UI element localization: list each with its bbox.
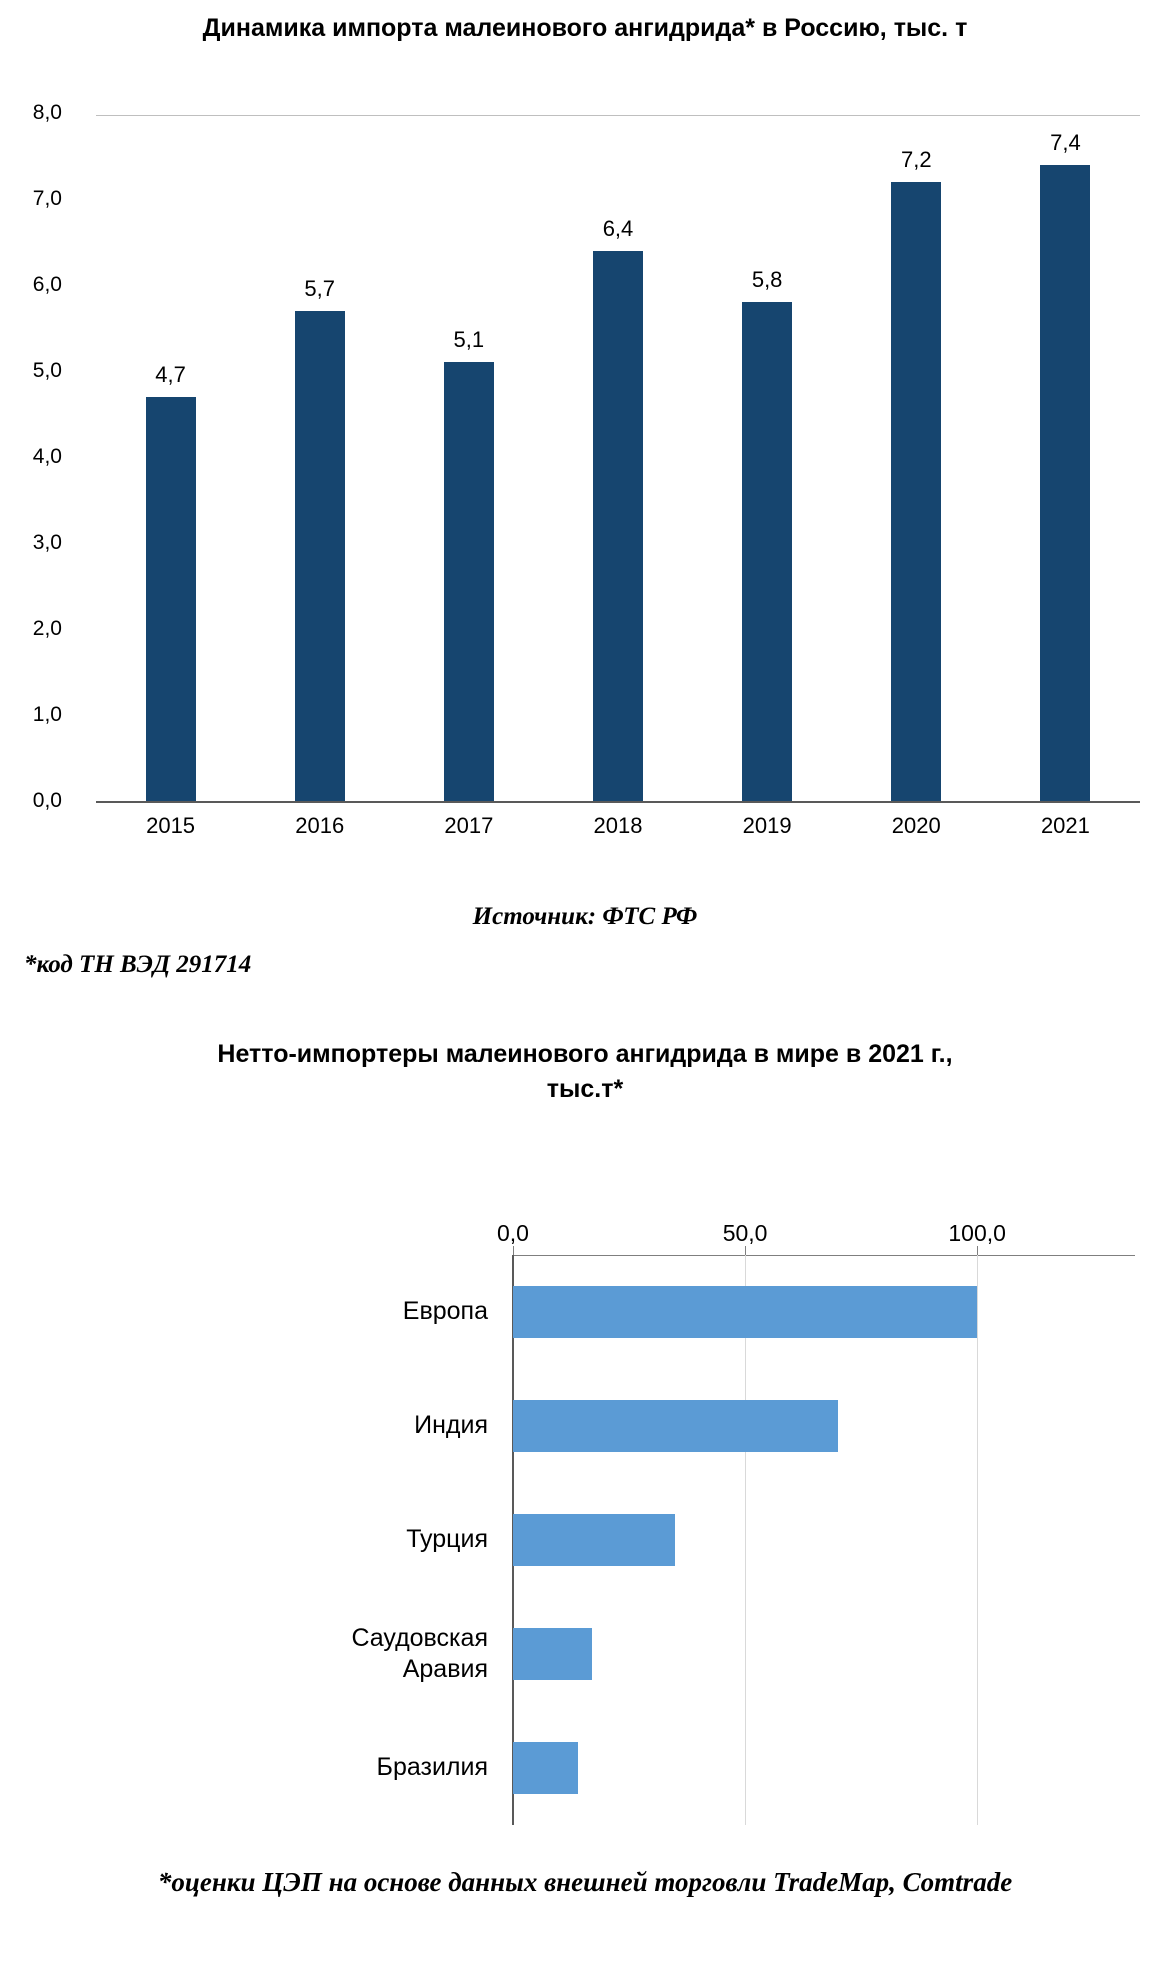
chart2-title: Нетто-импортеры малеинового ангидрида в … xyxy=(0,1037,1170,1107)
bar-group-2021: 7,4 xyxy=(991,130,1140,801)
y-axis-tick-label: 0,0 xyxy=(32,789,62,812)
bar-2020 xyxy=(891,181,942,801)
bar-group-2020: 7,2 xyxy=(842,147,991,801)
x-axis-label: 2016 xyxy=(295,813,345,838)
chart2-plot-area: 0,0 50,0 100,0 Европа Индия Турция Саудовская … xyxy=(0,1219,1170,1825)
x-axis-label: 2019 xyxy=(742,813,792,838)
y-axis-tick-label: 5,0 xyxy=(32,359,62,382)
bar-value-label: 6,4 xyxy=(602,215,634,241)
y-axis: 0,0 1,0 2,0 3,0 4,0 5,0 6,0 7,0 8,0 xyxy=(0,101,80,812)
x-axis-tick-label: 100,0 xyxy=(948,1220,1006,1246)
y-axis-tick-label: 3,0 xyxy=(32,531,62,554)
gridline xyxy=(745,1255,747,1825)
x-axis: 2015 2016 2017 2018 2019 2020 2021 xyxy=(96,813,1140,839)
x-axis-label: 2018 xyxy=(593,813,643,838)
imports-dynamics-chart: Динамика импорта малеинового ангидрида* … xyxy=(0,0,1170,979)
bar-value-label: 7,2 xyxy=(900,146,932,172)
code-footnote: *код ТН ВЭД 291714 xyxy=(24,951,252,978)
bar-Европа xyxy=(513,1286,978,1338)
bar-group-2016: 5,7 xyxy=(245,276,394,801)
bar-2017 xyxy=(443,362,494,801)
bar-group-2015: 4,7 xyxy=(96,362,245,801)
y-axis-tick-label: 6,0 xyxy=(32,273,62,296)
bar-value-label: 5,8 xyxy=(751,267,783,293)
bar-value-label: 5,1 xyxy=(453,327,485,353)
x-axis-tick xyxy=(745,1246,747,1255)
y-axis-tick-label: 2,0 xyxy=(32,617,62,640)
bar-group-2018: 6,4 xyxy=(543,216,692,801)
x-axis-tick-label: 50,0 xyxy=(722,1220,768,1246)
bar-2019 xyxy=(742,302,793,801)
x-axis-tick xyxy=(977,1246,979,1255)
bar-Индия xyxy=(513,1400,838,1452)
bar-Бразилия xyxy=(513,1742,578,1794)
bar-value-label: 4,7 xyxy=(155,361,186,387)
chart2-title-line2: тыс.т* xyxy=(546,1075,624,1103)
bar-series: 4,7 5,7 5,1 6,4 5,8 7,2 7,4 xyxy=(96,115,1140,801)
chart1-title: Динамика импорта малеинового ангидрида* … xyxy=(202,14,968,42)
gridline xyxy=(977,1255,979,1825)
bar-group-2019: 5,8 xyxy=(693,267,842,801)
y-axis-tick-label: 8,0 xyxy=(32,101,62,124)
y-axis-tick-label: 7,0 xyxy=(32,187,62,210)
bar-2016 xyxy=(294,310,345,801)
y-axis-tick-label: 1,0 xyxy=(32,703,62,726)
x-axis-label: 2021 xyxy=(1040,813,1090,838)
x-axis-label: 2015 xyxy=(146,813,196,838)
bar-2021 xyxy=(1040,164,1091,801)
bar-group-2017: 5,1 xyxy=(394,327,543,801)
category-label: Турция xyxy=(406,1525,488,1554)
x-axis-line xyxy=(513,1255,1135,1256)
bar-Саудовская Аравия xyxy=(513,1628,592,1680)
top-gridline xyxy=(96,115,1140,116)
chart1-plot-area: 0,0 1,0 2,0 3,0 4,0 5,0 6,0 7,0 8,0 4,7 5,7 5,1 6,4… xyxy=(33,101,1140,812)
bar-value-label: 7,4 xyxy=(1050,129,1081,155)
category-label: Бразилия xyxy=(376,1753,488,1782)
estimates-footnote: *оценки ЦЭП на основе данных внешней тор… xyxy=(157,1867,1013,1897)
bar-Турция xyxy=(513,1514,676,1566)
chart2-title-line1: Нетто-импортеры малеинового ангидрида в … xyxy=(217,1040,953,1068)
x-axis-tick xyxy=(513,1246,514,1255)
source-note: Источник: ФТС РФ xyxy=(472,903,698,930)
x-axis-label: 2017 xyxy=(444,813,494,838)
x-axis-tick-label: 0,0 xyxy=(497,1220,529,1246)
y-axis-tick-label: 4,0 xyxy=(32,445,62,468)
bar-2018 xyxy=(592,250,643,801)
category-label: Европа xyxy=(402,1297,488,1326)
bar-2015 xyxy=(145,396,196,801)
x-axis-label: 2020 xyxy=(891,813,941,838)
category-label: Индия xyxy=(414,1411,488,1440)
category-label: Саудовская Аравия xyxy=(351,1623,488,1683)
bar-value-label: 5,7 xyxy=(304,275,335,301)
net-importers-chart: Нетто-импортеры малеинового ангидрида в … xyxy=(0,1037,1170,1898)
